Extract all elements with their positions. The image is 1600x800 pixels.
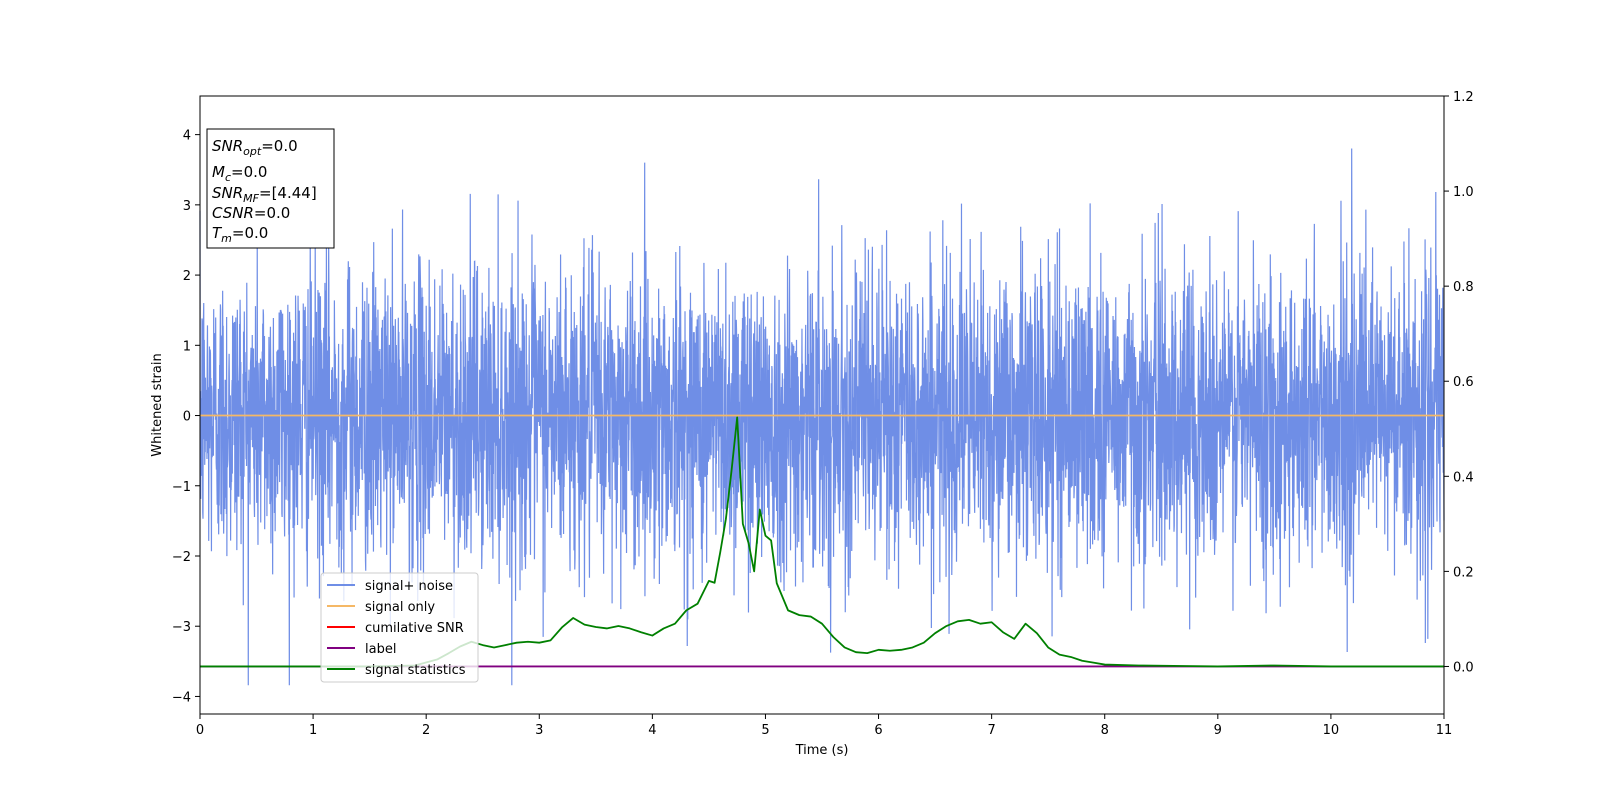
- mc-text: Mc=0.0: [212, 163, 267, 184]
- y-left-tick-label: −1: [172, 480, 191, 495]
- x-tick-label: 10: [1323, 723, 1340, 738]
- x-tick-label: 1: [309, 723, 317, 738]
- legend: signal+ noise signal only cumilative SNR…: [320, 572, 479, 683]
- legend-label-cumulative-snr: cumilative SNR: [365, 621, 464, 636]
- info-box: SNRopt=0.0 Mc=0.0 SNRMF=[4.44] CSNR=0.0 …: [206, 128, 335, 249]
- tm-text: Tm=0.0: [212, 224, 268, 245]
- y-right-tick-label: 0.2: [1453, 565, 1474, 580]
- y-right-tick-label: 1.0: [1453, 185, 1474, 200]
- x-tick-label: 2: [422, 723, 430, 738]
- x-axis-label: Time (s): [795, 743, 849, 758]
- x-tick-label: 8: [1101, 723, 1109, 738]
- x-tick-label: 3: [535, 723, 543, 738]
- y-left-tick-label: −4: [172, 690, 191, 705]
- legend-label-label: label: [365, 642, 396, 657]
- y-right-tick-label: 0.0: [1453, 660, 1474, 675]
- plot-frame: [199, 95, 1445, 715]
- y-right-tick-label: 1.2: [1453, 90, 1474, 105]
- y-left-tick-label: 3: [183, 199, 191, 214]
- y-right-tick-label: 0.8: [1453, 280, 1474, 295]
- y-axis-label: Whitened strain: [150, 353, 165, 456]
- y-right-tick-label: 0.4: [1453, 470, 1474, 485]
- signal-plus-noise-line: [199, 148, 1445, 686]
- y-left-tick-label: −2: [172, 550, 191, 565]
- y-left-tick-label: 4: [183, 129, 191, 144]
- legend-frame: [320, 572, 479, 683]
- legend-label-signal-only: signal only: [365, 600, 435, 615]
- axes-layer: 0 1 2 3 4 5 6 7 8 9 10 11 −4 −3 −2 −1 0 1 2 3 4 0.0 0.2 0.4 0.6 0…: [172, 90, 1474, 738]
- x-tick-label: 6: [874, 723, 882, 738]
- y-left-tick-label: 2: [183, 269, 191, 284]
- x-tick-label: 0: [196, 723, 204, 738]
- x-tick-label: 5: [761, 723, 769, 738]
- legend-label-signal-statistics: signal statistics: [365, 663, 466, 678]
- y-left-tick-label: −3: [172, 620, 191, 635]
- y-left-tick-label: 1: [183, 339, 191, 354]
- csnr-text: CSNR=0.0: [212, 204, 290, 222]
- signal-statistics-line: [200, 416, 1444, 668]
- snr-mf-text: SNRMF=[4.44]: [212, 184, 317, 205]
- signal-plus-noise-path: [199, 148, 1445, 686]
- x-tick-label: 4: [648, 723, 656, 738]
- info-box-frame: [206, 128, 335, 249]
- snr-opt-text: SNRopt=0.0: [212, 137, 298, 158]
- y-left-tick-label: 0: [183, 410, 191, 425]
- x-tick-label: 7: [987, 723, 995, 738]
- x-tick-label: 9: [1214, 723, 1222, 738]
- legend-label-signal-plus-noise: signal+ noise: [365, 579, 453, 594]
- y-right-tick-label: 0.6: [1453, 375, 1474, 390]
- x-tick-label: 11: [1436, 723, 1453, 738]
